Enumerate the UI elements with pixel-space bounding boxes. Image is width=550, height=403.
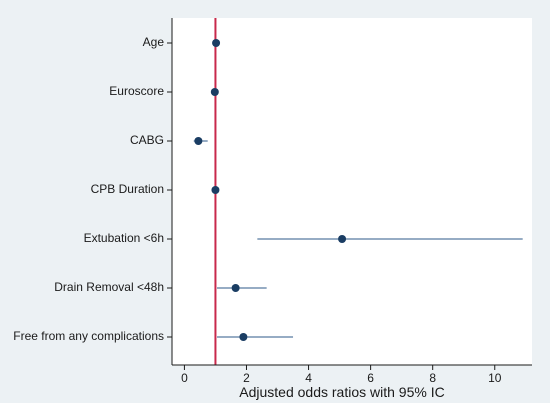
y-tick-label: Free from any complications: [13, 329, 164, 343]
y-tick-label: Euroscore: [109, 84, 164, 98]
y-tick-label: Age: [143, 35, 165, 49]
y-tick-label: Drain Removal <48h: [54, 280, 164, 294]
estimate-point: [231, 284, 240, 292]
estimate-point: [211, 186, 220, 194]
y-tick-label: CPB Duration: [91, 182, 164, 196]
estimate-point: [194, 137, 203, 145]
estimate-point: [239, 333, 248, 341]
x-tick-label: 8: [429, 371, 436, 385]
y-tick-label: Extubation <6h: [84, 231, 164, 245]
x-tick-label: 10: [488, 371, 502, 385]
estimate-point: [212, 39, 221, 47]
plot-area: [172, 18, 532, 365]
estimate-point: [210, 88, 219, 96]
x-tick-label: 6: [367, 371, 374, 385]
estimate-point: [338, 235, 347, 243]
x-tick-label: 2: [243, 371, 250, 385]
x-tick-label: 4: [305, 371, 312, 385]
x-axis-title: Adjusted odds ratios with 95% IC: [239, 384, 444, 400]
y-tick-label: CABG: [130, 133, 164, 147]
x-tick-label: 0: [181, 371, 188, 385]
